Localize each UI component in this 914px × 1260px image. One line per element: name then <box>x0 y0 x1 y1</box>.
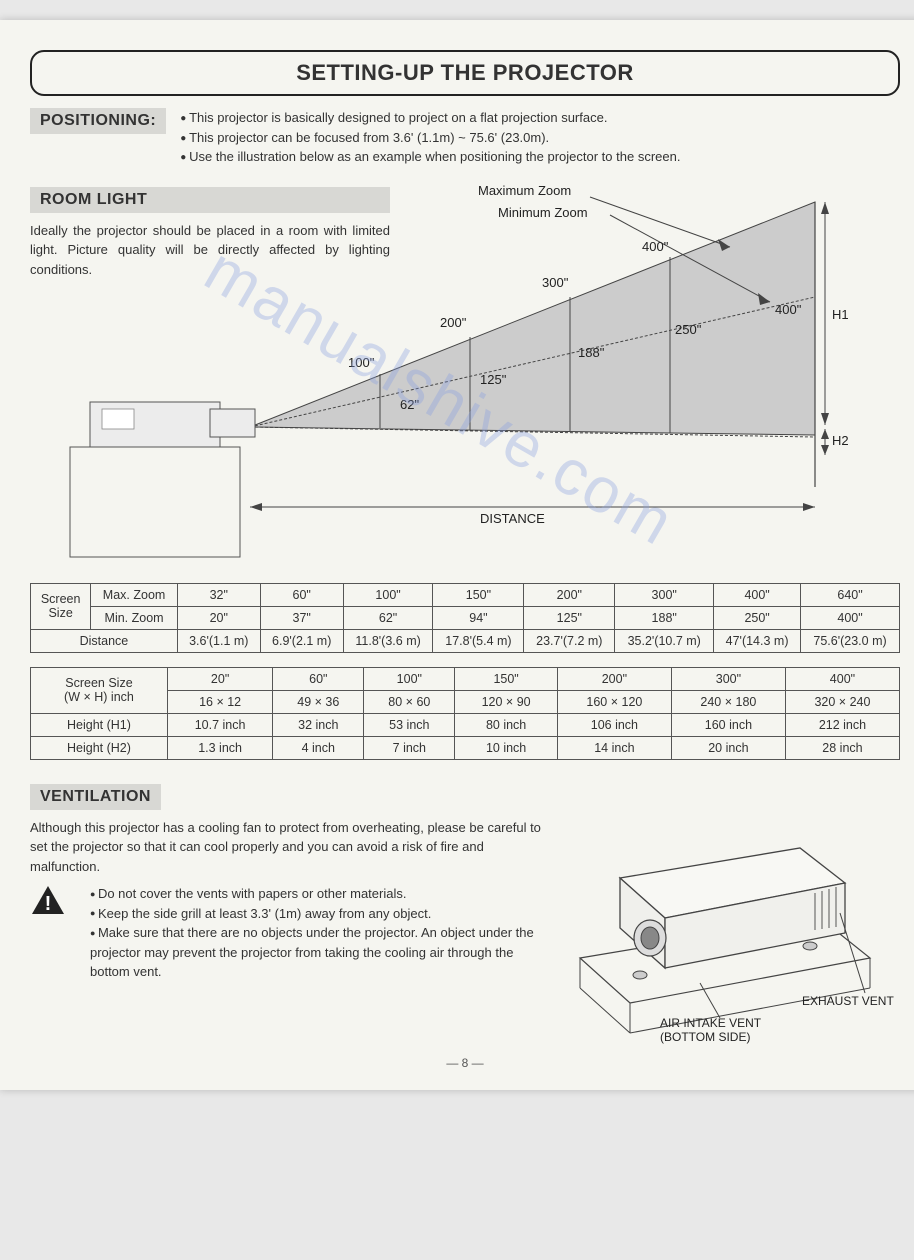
table-cell: 10 inch <box>455 736 558 759</box>
max-size: 100" <box>348 355 374 370</box>
table-cell: 11.8'(3.6 m) <box>343 629 433 652</box>
table-cell: 20 inch <box>671 736 785 759</box>
table-cell: 120 × 90 <box>455 690 558 713</box>
page-title: SETTING-UP THE PROJECTOR <box>30 50 900 96</box>
table-cell: 80 × 60 <box>364 690 455 713</box>
table-cell: 62" <box>343 606 433 629</box>
page-number: — 8 — <box>30 1056 900 1070</box>
ventilation-text: Although this projector has a cooling fa… <box>30 818 550 982</box>
h2-head: Height (H2) <box>31 736 168 759</box>
ventilation-section: Although this projector has a cooling fa… <box>30 818 900 1038</box>
h1-head: Height (H1) <box>31 713 168 736</box>
ventilation-diagram: AIR INTAKE VENT(BOTTOM SIDE) EXHAUST VEN… <box>570 818 900 1038</box>
table-cell: 14 inch <box>557 736 671 759</box>
max-zoom-head: Max. Zoom <box>91 583 178 606</box>
ventilation-bullet: Do not cover the vents with papers or ot… <box>90 884 550 904</box>
h1-label: H1 <box>832 307 849 322</box>
table-cell: 28 inch <box>785 736 899 759</box>
table-cell: 6.9'(2.1 m) <box>260 629 343 652</box>
ventilation-intro: Although this projector has a cooling fa… <box>30 818 550 877</box>
table-cell: 240 × 180 <box>671 690 785 713</box>
table-cell: 400" <box>785 667 899 690</box>
h2-label: H2 <box>832 433 849 448</box>
table-cell: 106 inch <box>557 713 671 736</box>
distance-head: Distance <box>31 629 178 652</box>
table-cell: 320 × 240 <box>785 690 899 713</box>
table-cell: 35.2'(10.7 m) <box>615 629 714 652</box>
table-cell: 7 inch <box>364 736 455 759</box>
table-cell: 100" <box>364 667 455 690</box>
table-cell: 212 inch <box>785 713 899 736</box>
min-size: 250" <box>675 322 701 337</box>
min-zoom-head: Min. Zoom <box>91 606 178 629</box>
table-cell: 160 inch <box>671 713 785 736</box>
air-intake-label: AIR INTAKE VENT(BOTTOM SIDE) <box>660 1016 761 1044</box>
table-cell: 94" <box>433 606 524 629</box>
ventilation-bullet-list: Do not cover the vents with papers or ot… <box>76 884 550 982</box>
table-cell: 3.6'(1.1 m) <box>177 629 260 652</box>
table-cell: 47'(14.3 m) <box>714 629 801 652</box>
min-zoom-label: Minimum Zoom <box>498 205 588 220</box>
table-cell: 150" <box>433 583 524 606</box>
table-cell: 20" <box>177 606 260 629</box>
table-cell: 32 inch <box>273 713 364 736</box>
max-size: 200" <box>440 315 466 330</box>
screen-size-head: ScreenSize <box>31 583 91 629</box>
projection-diagram: ROOM LIGHT Ideally the projector should … <box>30 187 850 567</box>
positioning-bullet: This projector is basically designed to … <box>180 108 680 128</box>
table-cell: 80 inch <box>455 713 558 736</box>
min-size: 188" <box>578 345 604 360</box>
max-size: 400" <box>642 239 668 254</box>
diagram-svg <box>30 187 850 567</box>
table-cell: 200" <box>557 667 671 690</box>
table-cell: 53 inch <box>364 713 455 736</box>
table-cell: 23.7'(7.2 m) <box>524 629 615 652</box>
table-cell: 640" <box>801 583 900 606</box>
svg-text:!: ! <box>45 893 52 915</box>
table-cell: 125" <box>524 606 615 629</box>
table-cell: 10.7 inch <box>167 713 272 736</box>
table-cell: 300" <box>615 583 714 606</box>
table-cell: 400" <box>801 606 900 629</box>
max-size: 300" <box>542 275 568 290</box>
screen-size-wh-head: Screen Size(W × H) inch <box>31 667 168 713</box>
page: SETTING-UP THE PROJECTOR POSITIONING: Th… <box>0 20 914 1090</box>
table-cell: 400" <box>714 583 801 606</box>
min-size: 62" <box>400 397 419 412</box>
table-cell: 60" <box>260 583 343 606</box>
ventilation-label: VENTILATION <box>30 784 161 810</box>
ventilation-bullet: Make sure that there are no objects unde… <box>90 923 550 982</box>
table-cell: 250" <box>714 606 801 629</box>
table-cell: 188" <box>615 606 714 629</box>
positioning-label: POSITIONING: <box>30 108 166 134</box>
warning-icon: ! <box>30 884 66 916</box>
table-cell: 300" <box>671 667 785 690</box>
positioning-bullets: This projector is basically designed to … <box>180 108 680 167</box>
positioning-bullet: Use the illustration below as an example… <box>180 147 680 167</box>
zoom-distance-table: ScreenSize Max. Zoom 32" 60" 100" 150" 2… <box>30 583 900 653</box>
table-cell: 200" <box>524 583 615 606</box>
table-cell: 37" <box>260 606 343 629</box>
positioning-bullet: This projector can be focused from 3.6' … <box>180 128 680 148</box>
table-cell: 160 × 120 <box>557 690 671 713</box>
min-size: 400" <box>775 302 801 317</box>
table-cell: 32" <box>177 583 260 606</box>
table-cell: 49 × 36 <box>273 690 364 713</box>
table-cell: 16 × 12 <box>167 690 272 713</box>
table-cell: 1.3 inch <box>167 736 272 759</box>
table-cell: 150" <box>455 667 558 690</box>
table-cell: 60" <box>273 667 364 690</box>
table-cell: 4 inch <box>273 736 364 759</box>
table-cell: 17.8'(5.4 m) <box>433 629 524 652</box>
table-cell: 75.6'(23.0 m) <box>801 629 900 652</box>
min-size: 125" <box>480 372 506 387</box>
positioning-section: POSITIONING: This projector is basically… <box>30 108 900 167</box>
dimensions-table: Screen Size(W × H) inch 20" 60" 100" 150… <box>30 667 900 760</box>
distance-label: DISTANCE <box>480 511 545 526</box>
ventilation-bullet: Keep the side grill at least 3.3' (1m) a… <box>90 904 550 924</box>
table-cell: 100" <box>343 583 433 606</box>
exhaust-vent-label: EXHAUST VENT <box>802 994 894 1008</box>
table-cell: 20" <box>167 667 272 690</box>
max-zoom-label: Maximum Zoom <box>478 183 571 198</box>
